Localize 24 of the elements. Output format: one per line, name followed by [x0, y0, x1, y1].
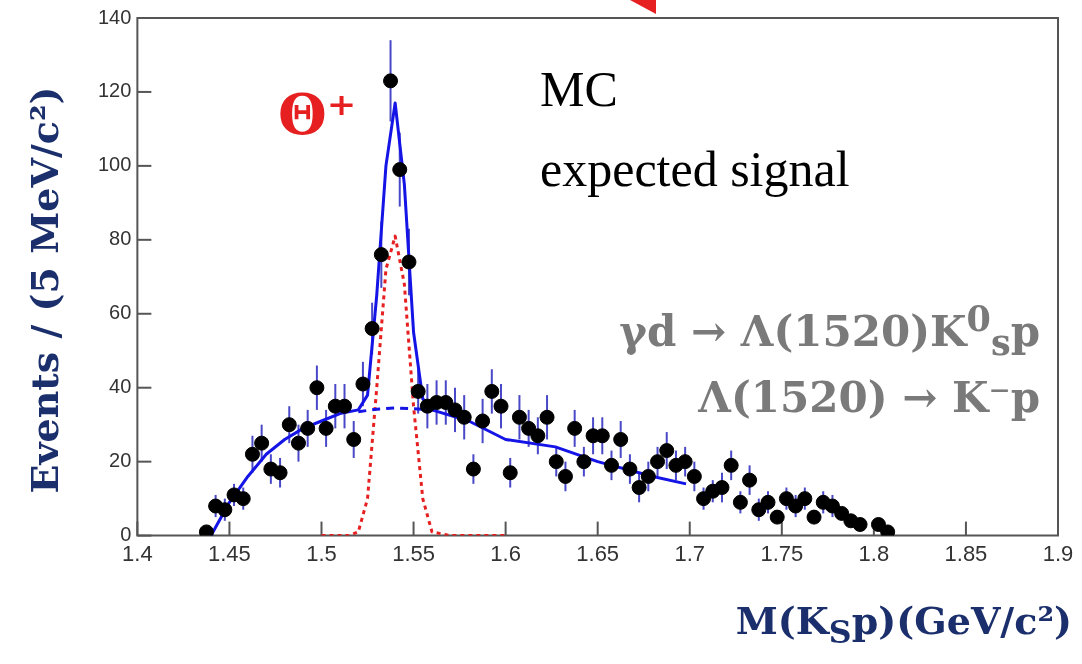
x-axis-title: M(K$_{S}$p)(GeV/c²) [735, 598, 1072, 650]
x-tick-label: 1.7 [674, 540, 706, 566]
annotation: Λ(1520) → K⁻p [698, 373, 1040, 422]
y-tick-label: 40 [109, 375, 132, 398]
x-tick-label: 1.55 [392, 540, 435, 566]
x-tick-label: 1.85 [944, 540, 988, 566]
annotation: γd → Λ(1520)K$^{0}$$_{s}$p [619, 298, 1040, 364]
x-tick-label: 1.8 [858, 540, 890, 566]
y-tick-label: 20 [109, 449, 132, 472]
x-tick-label: 1.45 [208, 540, 251, 566]
x-tick-label: 1.75 [760, 540, 804, 566]
x-tick-label: 1.5 [306, 540, 337, 566]
x-tick-label: 1.65 [576, 540, 620, 566]
x-tick-label: 1.6 [490, 540, 521, 566]
annotation: MC [540, 61, 618, 117]
y-tick-label: 60 [109, 301, 132, 324]
y-axis-title: Events / (5 MeV/c²) [21, 86, 67, 494]
x-tick-label: 1.9 [1042, 540, 1074, 566]
y-tick-label: 120 [97, 79, 132, 102]
y-tick-label: 80 [109, 227, 132, 250]
y-tick-label: 140 [97, 5, 132, 28]
annotation: Θ⁺ [278, 81, 357, 147]
y-tick-label: 100 [97, 153, 132, 176]
annotation: expected signal [540, 141, 850, 197]
